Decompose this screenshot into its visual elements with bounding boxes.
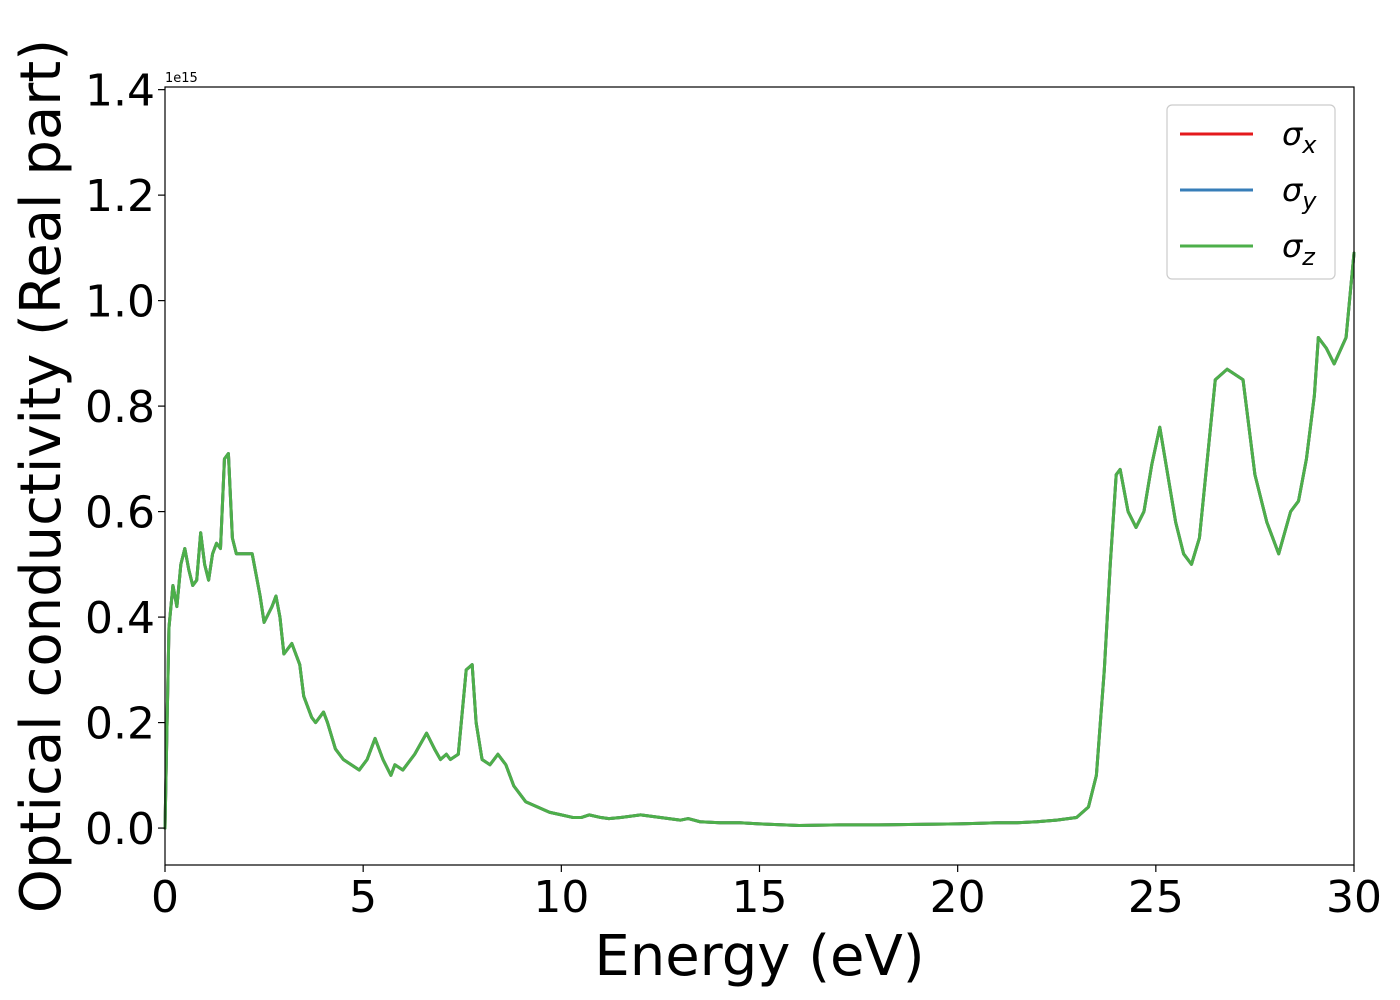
x-tick-label: 5 bbox=[349, 872, 377, 923]
y-axis-title: Optical conductivity (Real part) bbox=[9, 39, 74, 913]
x-tick-label: 15 bbox=[732, 872, 788, 923]
x-axis-title: Energy (eV) bbox=[594, 924, 924, 989]
y-tick-label: 0.0 bbox=[85, 804, 155, 855]
legend-items: σx σy σz bbox=[1180, 115, 1317, 271]
x-tick-label: 25 bbox=[1128, 872, 1184, 923]
legend: σx σy σz bbox=[1166, 104, 1336, 280]
x-tick-label: 20 bbox=[930, 872, 986, 923]
y-tick-label: 1.4 bbox=[85, 66, 155, 117]
legend-label-1: σx bbox=[1282, 115, 1317, 159]
y-tick-label: 1.0 bbox=[85, 277, 155, 328]
legend-label-2: σy bbox=[1282, 171, 1317, 215]
x-tick-label: 0 bbox=[151, 872, 179, 923]
y-tick-label: 0.4 bbox=[85, 593, 155, 644]
x-axis: 0 5 10 15 20 25 30 bbox=[151, 865, 1382, 923]
y-axis: 0.0 0.2 0.4 0.6 0.8 1.0 1.2 1.4 bbox=[85, 66, 165, 855]
series-layer bbox=[163, 251, 1356, 830]
y-tick-label: 0.8 bbox=[85, 382, 155, 433]
x-tick-label: 10 bbox=[533, 872, 589, 923]
legend-box bbox=[1166, 104, 1336, 280]
y-tick-label: 1.2 bbox=[85, 171, 155, 222]
legend-label-3: σz bbox=[1282, 227, 1316, 271]
y-tick-label: 0.2 bbox=[85, 699, 155, 750]
y-offset-label: 1e15 bbox=[165, 71, 198, 86]
y-tick-label: 0.6 bbox=[85, 488, 155, 539]
x-tick-label: 30 bbox=[1326, 872, 1382, 923]
series-line-3 bbox=[163, 251, 1356, 830]
